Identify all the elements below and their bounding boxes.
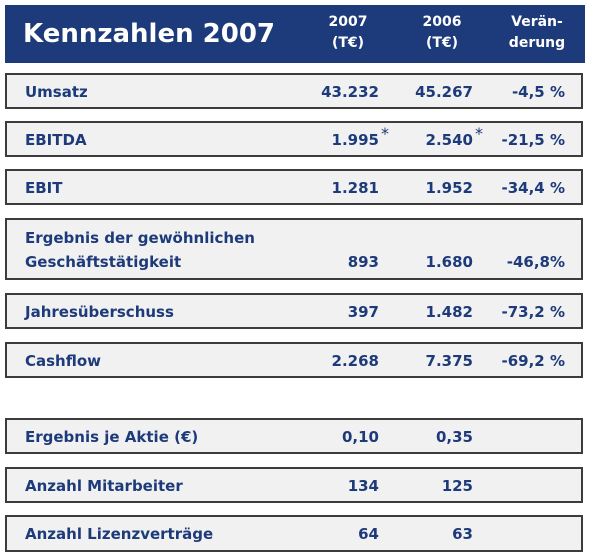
column-header-2006-unit: (T€): [425, 35, 459, 51]
row-label-line1: Ergebnis der gewöhnlichen: [25, 229, 255, 247]
value-2006-text: 2.540: [425, 131, 473, 149]
column-header-change-line2: derung: [508, 35, 566, 51]
table-row-ebitda: EBITDA 1.995 * 2.540 * -21,5 %: [5, 121, 583, 157]
row-label: EBIT: [25, 179, 63, 197]
value-2007: 1.995 *: [331, 124, 389, 149]
table-title: Kennzahlen 2007: [23, 19, 276, 49]
value-2007: 134: [347, 477, 379, 495]
row-label: Anzahl Mitarbeiter: [25, 477, 183, 495]
column-header-2007-unit: (T€): [331, 35, 365, 51]
value-2007-text: 1.995: [331, 131, 379, 149]
value-2007: 64: [358, 525, 379, 543]
value-2006: 125: [441, 477, 473, 495]
value-2006: 2.540 *: [425, 124, 483, 149]
table-row-cashflow: Cashflow 2.268 7.375 -69,2 %: [5, 342, 583, 378]
value-2007: 397: [347, 303, 379, 321]
table-row-anzahl-lizenzvertraege: Anzahl Lizenzverträge 64 63: [5, 515, 583, 552]
value-change: -21,5 %: [501, 131, 566, 149]
table-row-umsatz: Umsatz 43.232 45.267 -4,5 %: [5, 73, 583, 109]
column-header-change-line1: Verän-: [511, 14, 563, 30]
value-change: -4,5 %: [511, 83, 565, 101]
column-header-2007-year: 2007: [328, 14, 368, 30]
row-label: Cashflow: [25, 352, 102, 370]
column-header-change: Verän- derung: [497, 12, 577, 54]
table-row-ebit: EBIT 1.281 1.952 -34,4 %: [5, 169, 583, 205]
row-label: Anzahl Lizenzverträge: [25, 525, 214, 543]
value-change: -73,2 %: [501, 303, 566, 321]
row-label-line2: Geschäftstätigkeit: [25, 253, 182, 271]
table-row-anzahl-mitarbeiter: Anzahl Mitarbeiter 134 125: [5, 467, 583, 503]
table-row-jahresueberschuss: Jahresüberschuss 397 1.482 -73,2 %: [5, 293, 583, 329]
row-label: EBITDA: [25, 131, 87, 149]
table-row-ergebnis-je-aktie: Ergebnis je Aktie (€) 0,10 0,35: [5, 418, 583, 454]
row-label: Umsatz: [25, 83, 88, 101]
footnote-asterisk: *: [475, 124, 483, 143]
value-change: -34,4 %: [501, 179, 566, 197]
value-2006: 45.267: [415, 83, 473, 101]
value-2007: 893: [347, 253, 379, 271]
value-2006: 7.375: [425, 352, 473, 370]
value-2007: 43.232: [321, 83, 379, 101]
column-header-2007: 2007 (T€): [318, 12, 378, 54]
row-label: Jahresüberschuss: [25, 303, 174, 321]
value-2007: 0,10: [341, 428, 379, 446]
table-header: Kennzahlen 2007 2007 (T€) 2006 (T€) Verä…: [5, 5, 585, 63]
value-2006: 1.482: [425, 303, 473, 321]
value-2006: 1.952: [425, 179, 473, 197]
value-2006: 63: [452, 525, 473, 543]
row-label: Ergebnis je Aktie (€): [25, 428, 199, 446]
footnote-asterisk: *: [381, 124, 389, 143]
value-change: -69,2 %: [501, 352, 566, 370]
column-header-2006: 2006 (T€): [412, 12, 472, 54]
value-2007: 1.281: [331, 179, 379, 197]
column-header-2006-year: 2006: [422, 14, 462, 30]
value-2006: 1.680: [425, 253, 473, 271]
value-2006: 0,35: [435, 428, 473, 446]
value-change: -46,8%: [506, 253, 565, 271]
value-2007: 2.268: [331, 352, 379, 370]
table-row-ergebnis-gewoehnliche-geschaeftstaetigkeit: Ergebnis der gewöhnlichen Geschäftstätig…: [5, 218, 583, 280]
